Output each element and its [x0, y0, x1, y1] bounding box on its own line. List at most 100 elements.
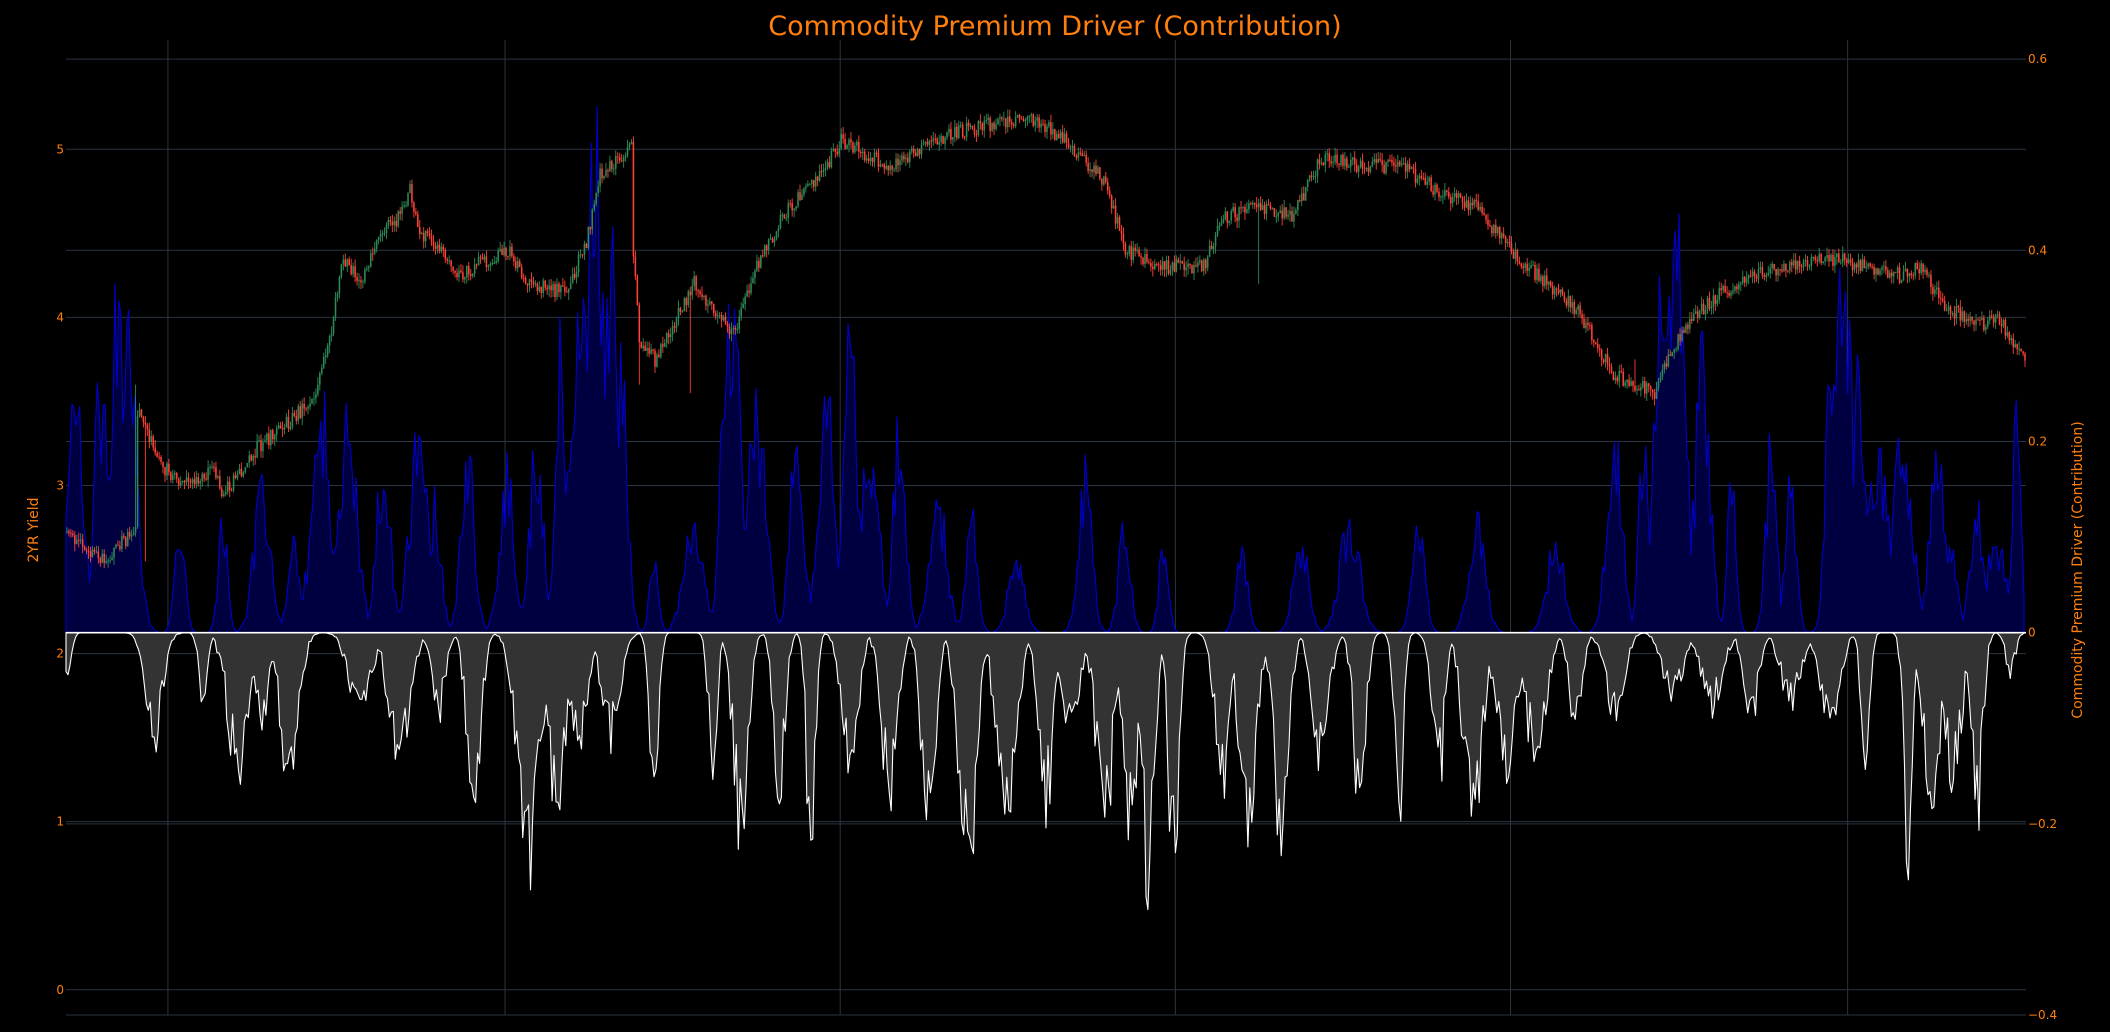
candle-body	[1783, 263, 1785, 272]
yield-candle	[1953, 305, 1956, 326]
candle-body	[136, 416, 139, 527]
yield-candle	[1461, 196, 1464, 210]
candle-body	[271, 430, 274, 440]
candle-body	[481, 257, 484, 260]
yield-candle	[1936, 281, 1938, 295]
candle-body	[1583, 318, 1585, 329]
candle-body	[1883, 266, 1885, 268]
yield-candle	[360, 276, 362, 290]
candle-body	[1277, 212, 1280, 217]
candle-body	[581, 254, 584, 256]
candle-body	[1896, 267, 1899, 273]
candle-body	[1879, 269, 1881, 275]
candle-body	[611, 161, 613, 169]
yield-candle	[1755, 273, 1758, 283]
yield-candle	[485, 250, 488, 272]
candle-body	[226, 481, 229, 492]
candle-body	[1496, 227, 1499, 234]
yield-candle	[219, 469, 221, 491]
yield-candle	[1838, 248, 1840, 263]
yield-candle	[1720, 282, 1723, 296]
candle-body	[1322, 162, 1325, 165]
yield-candle	[313, 391, 315, 406]
candle-body	[963, 137, 966, 139]
yield-candle	[1775, 268, 1777, 282]
candle-body	[197, 477, 200, 484]
candle-body	[1471, 202, 1474, 206]
candle-body	[865, 158, 868, 161]
yield-candle	[881, 163, 884, 168]
candle-body	[1348, 166, 1350, 168]
yield-candle	[1261, 198, 1264, 211]
candle-body	[1255, 204, 1258, 208]
candle-body	[771, 238, 774, 243]
candle-body	[368, 266, 370, 269]
candle-body	[1875, 268, 1877, 275]
yield-candle	[691, 278, 694, 301]
yield-candle	[652, 348, 654, 355]
candle-body	[1128, 246, 1131, 254]
candle-body	[1052, 129, 1054, 135]
candle-body	[1246, 209, 1248, 213]
candle-body	[2008, 332, 2011, 341]
positive-contribution-series	[65, 105, 2025, 634]
yield-candle	[311, 398, 313, 405]
candle-body	[944, 137, 946, 144]
candle-body	[1579, 305, 1581, 315]
yield-candle	[93, 547, 96, 555]
candle-body	[1894, 272, 1897, 274]
yield-candle	[1214, 231, 1217, 254]
candle-body	[1228, 220, 1231, 223]
yield-candle	[68, 528, 70, 537]
yield-candle	[1285, 206, 1287, 220]
yield-candle	[1146, 248, 1148, 264]
candle-body	[1624, 382, 1626, 386]
candle-body	[569, 283, 572, 289]
yield-candle	[454, 270, 456, 278]
yield-candle	[1702, 299, 1705, 315]
candle-body	[305, 408, 307, 410]
yield-candle	[175, 472, 178, 484]
candle-body	[1969, 316, 1971, 321]
chart-title: Commodity Premium Driver (Contribution)	[768, 11, 1342, 42]
yield-candle	[156, 450, 158, 458]
candle-body	[832, 148, 835, 151]
yield-candle	[362, 279, 364, 289]
candle-body	[507, 255, 509, 257]
yield-candle	[1193, 260, 1195, 280]
candle-body	[1375, 159, 1378, 163]
yield-candle	[103, 549, 106, 569]
yield-candle	[579, 249, 582, 259]
candle-body	[1001, 117, 1003, 120]
yield-candle	[1018, 113, 1021, 124]
yield-candle	[826, 158, 829, 171]
yield-candle	[1016, 114, 1019, 118]
yield-candle	[1792, 253, 1795, 269]
yield-candle	[854, 142, 856, 155]
candle-body	[1869, 263, 1871, 266]
yield-candle	[1432, 185, 1434, 198]
candle-body	[538, 286, 541, 292]
yield-candle	[1422, 172, 1425, 181]
candle-body	[577, 254, 580, 273]
candle-body	[1097, 167, 1099, 174]
candle-body	[211, 466, 213, 468]
yield-candle	[1839, 258, 1842, 265]
yield-candle	[689, 286, 692, 394]
yield-candle	[1477, 193, 1479, 212]
yield-candle	[818, 164, 821, 182]
candle-body	[1839, 262, 1842, 264]
candle-body	[252, 455, 254, 461]
yield-candle	[897, 153, 899, 173]
yield-candle	[1355, 158, 1358, 174]
candle-body	[1297, 200, 1299, 211]
yield-candle	[1014, 111, 1017, 129]
yield-candle	[1604, 353, 1607, 368]
candle-body	[1308, 175, 1311, 180]
yield-candle	[1834, 249, 1836, 273]
candle-body	[912, 148, 915, 153]
candle-body	[1947, 306, 1950, 311]
yield-candle	[1643, 376, 1646, 399]
yield-candle	[1873, 263, 1875, 280]
candle-body	[254, 455, 256, 458]
